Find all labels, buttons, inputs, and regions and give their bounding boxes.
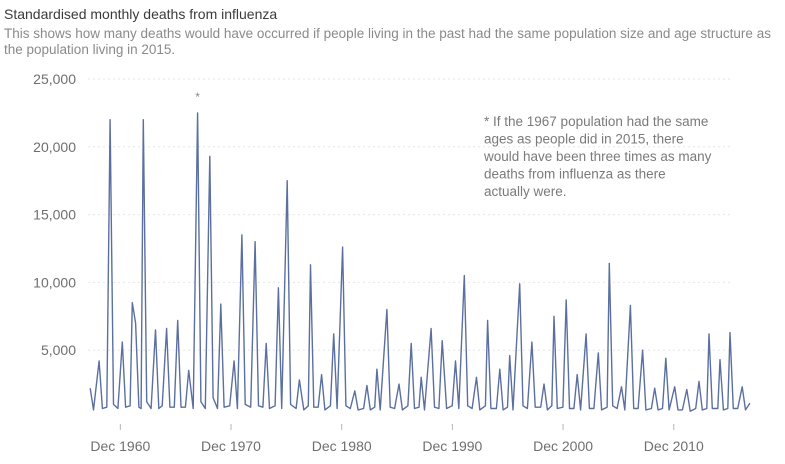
deaths-series-line: [89, 112, 751, 412]
x-tick-label: Dec 1960: [90, 438, 150, 454]
y-axis: 5,000 10,000 15,000 20,000 25,000: [33, 71, 76, 358]
chart-subtitle: This shows how many deaths would have oc…: [4, 26, 771, 57]
annotation-marker: *: [195, 90, 200, 104]
x-tick-label: Dec 1970: [201, 438, 261, 454]
x-tick-label: Dec 1990: [422, 438, 482, 454]
y-tick-label: 15,000: [33, 207, 76, 223]
x-tick-label: Dec 1980: [312, 438, 372, 454]
x-tick-label: Dec 2010: [644, 438, 704, 454]
annotation-note-line: would have been three times as many: [483, 149, 712, 164]
annotation-note-line: * If the 1967 population had the same: [484, 114, 708, 129]
annotation-note-line: deaths from influenza as there: [484, 167, 666, 182]
chart-title: Standardised monthly deaths from influen…: [4, 6, 278, 22]
x-tick-label: Dec 2000: [533, 438, 593, 454]
y-tick-label: 20,000: [33, 139, 76, 155]
annotation-note-line: ages as people did in 2015, there: [484, 132, 684, 147]
y-tick-label: 5,000: [41, 342, 76, 358]
y-tick-label: 10,000: [33, 274, 76, 290]
annotation-note-line: actually were.: [484, 184, 567, 199]
x-axis: Dec 1960 Dec 1970 Dec 1980 Dec 1990 Dec 2000…: [90, 424, 704, 454]
y-tick-label: 25,000: [33, 71, 76, 87]
annotation-note: * If the 1967 population had the same age…: [483, 114, 712, 199]
